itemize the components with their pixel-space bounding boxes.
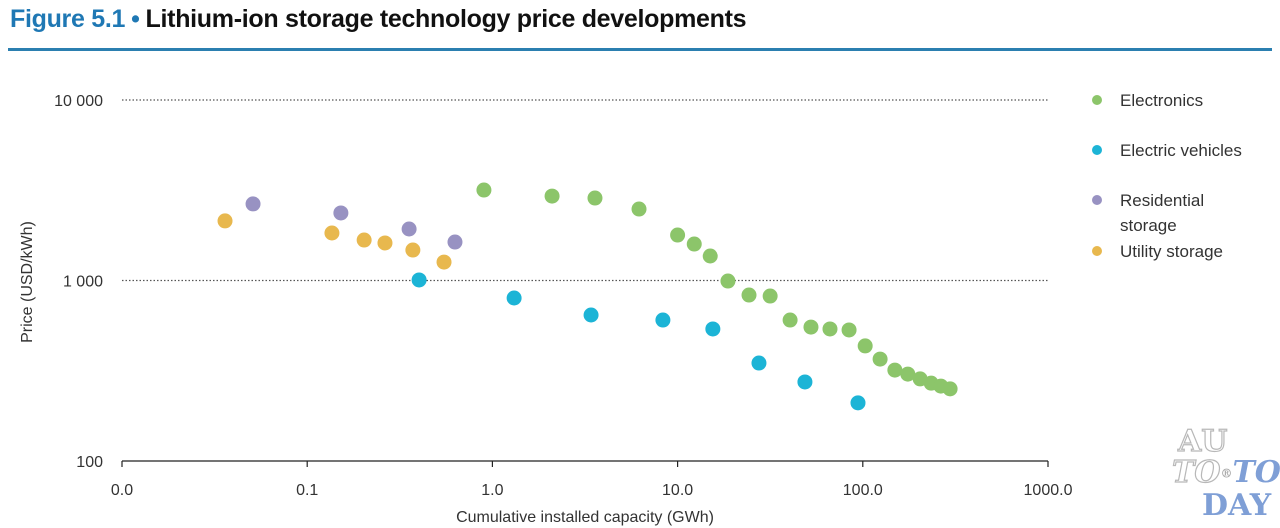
- legend-item-residential-storage: Residential storage: [1092, 188, 1220, 238]
- point-residential-storage: [447, 234, 463, 250]
- watermark-line2b: TO: [1232, 455, 1280, 490]
- watermark-line3: DAY: [1202, 487, 1272, 523]
- legend-marker-icon: [1092, 95, 1102, 105]
- point-electric-vehicles: [655, 312, 671, 328]
- point-utility-storage: [377, 235, 393, 251]
- figure-title: Figure 5.1 • Lithium-ion storage technolog…: [10, 5, 747, 34]
- legend-item-electric-vehicles: Electric vehicles: [1092, 138, 1260, 163]
- point-electronics: [857, 338, 873, 354]
- legend-item-utility-storage: Utility storage: [1092, 239, 1260, 264]
- y-axis-label: Price (USD/kWh): [19, 221, 36, 343]
- point-electronics: [476, 182, 492, 198]
- point-electronics: [841, 322, 857, 338]
- watermark-logo: AU TO®TO DAY: [1171, 424, 1280, 523]
- legend-marker-icon: [1092, 145, 1102, 155]
- point-electric-vehicles: [751, 355, 767, 371]
- point-electronics: [587, 190, 603, 206]
- point-electronics: [872, 351, 888, 367]
- legend-marker-icon: [1092, 246, 1102, 256]
- point-utility-storage: [405, 242, 421, 258]
- tick-labels: 100 1 000 10 000 0.0 0.1 1.0 10.0 100.0 1000.0: [54, 93, 1073, 499]
- axes: [121, 460, 1049, 467]
- y-tick-label: 1 000: [63, 274, 103, 291]
- point-electronics: [670, 227, 686, 243]
- point-residential-storage: [245, 196, 261, 212]
- x-tick-label: 0.1: [296, 482, 318, 499]
- point-electronics: [887, 362, 903, 378]
- data-points: [217, 182, 958, 411]
- point-residential-storage: [333, 205, 349, 221]
- gridlines: [122, 99, 1048, 282]
- point-electronics: [942, 381, 958, 397]
- point-electronics: [803, 319, 819, 335]
- x-tick-label: 1000.0: [1024, 482, 1073, 499]
- legend-label: Electric vehicles: [1120, 141, 1242, 160]
- x-axis-label: Cumulative installed capacity (GWh): [456, 509, 714, 526]
- point-electronics: [782, 312, 798, 328]
- y-tick-label: 100: [76, 454, 103, 471]
- x-tick-label: 0.0: [111, 482, 133, 499]
- watermark-line1: AU: [1177, 424, 1228, 459]
- legend-label: Electronics: [1120, 91, 1204, 110]
- point-electric-vehicles: [797, 374, 813, 390]
- point-utility-storage: [324, 225, 340, 241]
- point-electronics: [720, 273, 736, 289]
- watermark-line2a: TO: [1171, 455, 1221, 490]
- point-electronics: [702, 248, 718, 264]
- point-electronics: [686, 236, 702, 252]
- x-tick-label: 100.0: [843, 482, 883, 499]
- watermark-line2: TO®TO: [1171, 455, 1280, 490]
- x-tick-label: 10.0: [662, 482, 693, 499]
- legend-marker-icon: [1092, 195, 1102, 205]
- legend-label: Residential storage: [1120, 191, 1205, 235]
- point-utility-storage: [436, 254, 452, 270]
- legend-label: Utility storage: [1120, 242, 1223, 261]
- point-electronics: [762, 288, 778, 304]
- registered-mark: ®: [1220, 466, 1233, 481]
- point-residential-storage: [401, 221, 417, 237]
- point-electric-vehicles: [850, 395, 866, 411]
- title-text: Lithium-ion storage technology price dev…: [145, 5, 747, 33]
- x-tick-label: 1.0: [481, 482, 503, 499]
- point-electronics: [822, 321, 838, 337]
- point-electronics: [544, 188, 560, 204]
- point-electronics: [900, 366, 916, 382]
- point-electric-vehicles: [705, 321, 721, 337]
- point-electric-vehicles: [506, 290, 522, 306]
- point-utility-storage: [217, 213, 233, 229]
- title-rule: [8, 48, 1272, 51]
- point-electric-vehicles: [583, 307, 599, 323]
- legend-item-electronics: Electronics: [1092, 88, 1260, 113]
- point-electric-vehicles: [411, 272, 427, 288]
- point-utility-storage: [356, 232, 372, 248]
- y-tick-label: 10 000: [54, 93, 103, 110]
- title-separator: •: [131, 5, 140, 33]
- point-electronics: [631, 201, 647, 217]
- figure-label: Figure 5.1: [10, 5, 126, 33]
- point-electronics: [741, 287, 757, 303]
